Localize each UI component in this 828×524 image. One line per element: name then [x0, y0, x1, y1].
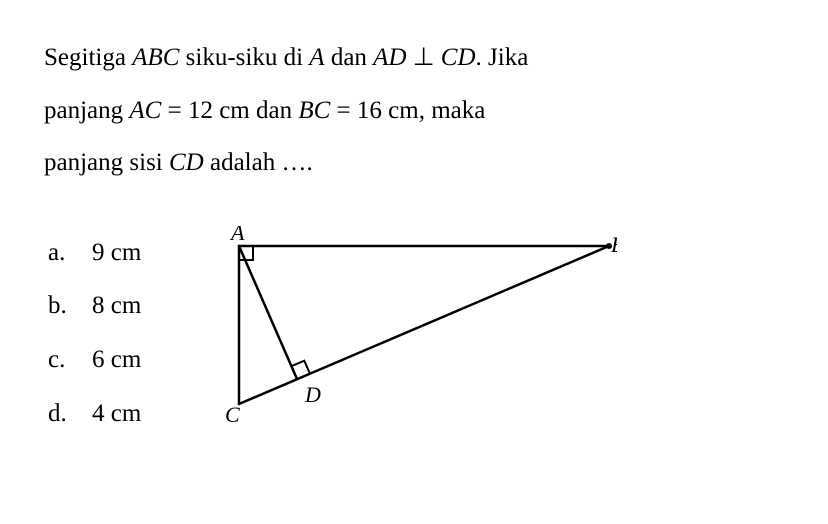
txt: = 16 cm, maka [330, 97, 485, 124]
option-letter: d. [48, 387, 92, 441]
txt: siku-siku di [179, 44, 309, 71]
var-ad: AD [373, 44, 406, 71]
var-cd2: CD [169, 149, 204, 176]
bottom-row: a. 9 cm b. 8 cm c. 6 cm d. 4 cm A B C D [44, 226, 784, 441]
option-letter: c. [48, 333, 92, 387]
triangle-diagram: A B C D [197, 226, 784, 426]
option-text: 8 cm [92, 279, 141, 333]
option-b: b. 8 cm [48, 279, 141, 333]
option-c: c. 6 cm [48, 333, 141, 387]
var-abc: ABC [132, 44, 179, 71]
var-cd: CD [441, 44, 476, 71]
option-letter: b. [48, 279, 92, 333]
var-bc: BC [298, 97, 330, 124]
option-text: 6 cm [92, 333, 141, 387]
question-line-1: Segitiga ABC siku-siku di A dan AD ⊥ CD.… [44, 32, 784, 85]
txt: = 12 cm dan [161, 97, 298, 124]
svg-text:B: B [611, 232, 617, 257]
txt: panjang [44, 97, 129, 124]
var-a: A [309, 44, 324, 71]
svg-text:D: D [304, 382, 321, 407]
svg-text:A: A [229, 226, 245, 245]
option-d: d. 4 cm [48, 387, 141, 441]
option-letter: a. [48, 226, 92, 280]
option-a: a. 9 cm [48, 226, 141, 280]
perp-symbol: ⊥ [407, 44, 441, 71]
option-text: 4 cm [92, 387, 141, 441]
txt: . Jika [476, 44, 529, 71]
txt: Segitiga [44, 44, 132, 71]
txt: dan [325, 44, 374, 71]
txt: panjang sisi [44, 149, 169, 176]
question-line-2: panjang AC = 12 cm dan BC = 16 cm, maka [44, 85, 784, 138]
question-text: Segitiga ABC siku-siku di A dan AD ⊥ CD.… [44, 32, 784, 190]
var-ac: AC [129, 97, 161, 124]
svg-text:C: C [225, 402, 240, 426]
txt: adalah …. [204, 149, 313, 176]
options-list: a. 9 cm b. 8 cm c. 6 cm d. 4 cm [44, 226, 141, 441]
diagram-svg: A B C D [197, 226, 617, 426]
question-line-3: panjang sisi CD adalah …. [44, 137, 784, 190]
option-text: 9 cm [92, 226, 141, 280]
